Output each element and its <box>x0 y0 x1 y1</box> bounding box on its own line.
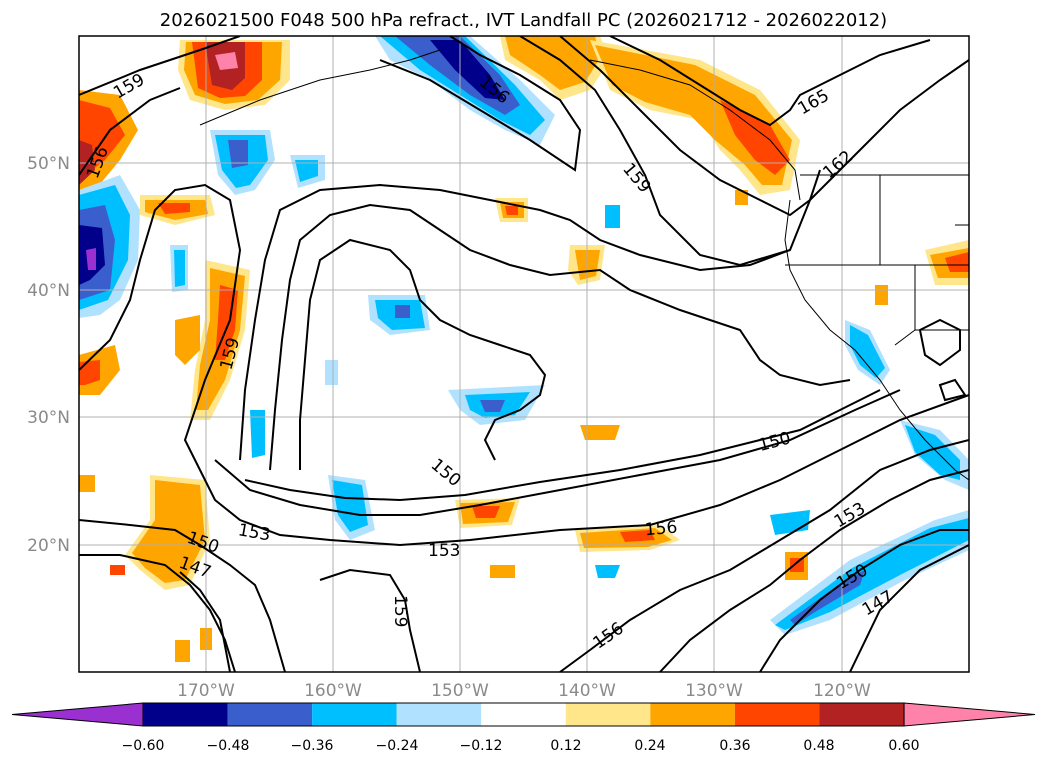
contour-label: 153 <box>428 541 460 561</box>
lon-label: 140°W <box>558 681 616 701</box>
colorbar <box>11 702 1036 727</box>
colorbar-segment <box>396 703 482 726</box>
contour-label: 162 <box>819 147 857 183</box>
colorbar-tick-label: −0.12 <box>460 738 503 754</box>
contour-label: 156 <box>590 619 628 654</box>
colorbar-tick-label: 0.48 <box>803 738 834 754</box>
longitude-labels: 170°W 160°W 150°W 140°W 130°W 120°W <box>177 681 871 701</box>
contour-lines <box>79 36 969 672</box>
colorbar-tick-label: −0.36 <box>291 738 334 754</box>
lon-label: 120°W <box>813 681 871 701</box>
contour-label: 156 <box>644 518 678 541</box>
lon-label: 150°W <box>431 681 489 701</box>
colorbar-segment <box>819 703 905 726</box>
colorbar-segment <box>312 703 397 726</box>
contour-label: 165 <box>795 86 833 120</box>
colorbar-tick-label: 0.36 <box>719 738 750 754</box>
map-border <box>78 35 970 673</box>
lon-label: 130°W <box>685 681 743 701</box>
lat-label: 30°N <box>27 408 70 428</box>
colorbar-segment <box>565 703 651 726</box>
colorbar-tick-label: −0.48 <box>207 738 250 754</box>
contour-label: 159 <box>390 595 410 627</box>
colorbar-segment <box>143 703 228 726</box>
colorbar-extend-max <box>903 702 1036 727</box>
colorbar-tick-labels: −0.60 −0.48 −0.36 −0.24 −0.12 0.12 0.24 … <box>122 738 920 754</box>
lat-label: 40°N <box>27 281 70 301</box>
lon-label: 160°W <box>304 681 362 701</box>
colorbar-tick-label: −0.24 <box>376 738 419 754</box>
contour-label: 150 <box>427 455 465 491</box>
contour-label: 159 <box>618 159 654 197</box>
colorbar-tick-label: −0.60 <box>122 738 165 754</box>
contour-label: 153 <box>237 520 272 545</box>
lat-label: 20°N <box>27 536 70 556</box>
colorbar-segment <box>734 703 820 726</box>
shading-layer <box>79 36 969 662</box>
colorbar-segment <box>227 703 313 726</box>
lat-label: 50°N <box>27 154 70 174</box>
coastlines <box>199 49 969 481</box>
colorbar-extend-min <box>11 702 144 727</box>
colorbar-segment <box>650 703 735 726</box>
lon-label: 170°W <box>177 681 235 701</box>
colorbar-tick-label: 0.12 <box>550 738 581 754</box>
graticule <box>79 36 969 672</box>
colorbar-tick-label: 0.60 <box>888 738 919 754</box>
colorbar-frame <box>142 702 905 727</box>
latitude-labels: 50°N 40°N 30°N 20°N <box>27 154 70 556</box>
colorbar-segment <box>481 703 566 726</box>
contour-label: 150 <box>757 428 794 456</box>
map-title: 2026021500 F048 500 hPa refract., IVT La… <box>159 10 888 31</box>
colorbar-tick-label: 0.24 <box>634 738 665 754</box>
